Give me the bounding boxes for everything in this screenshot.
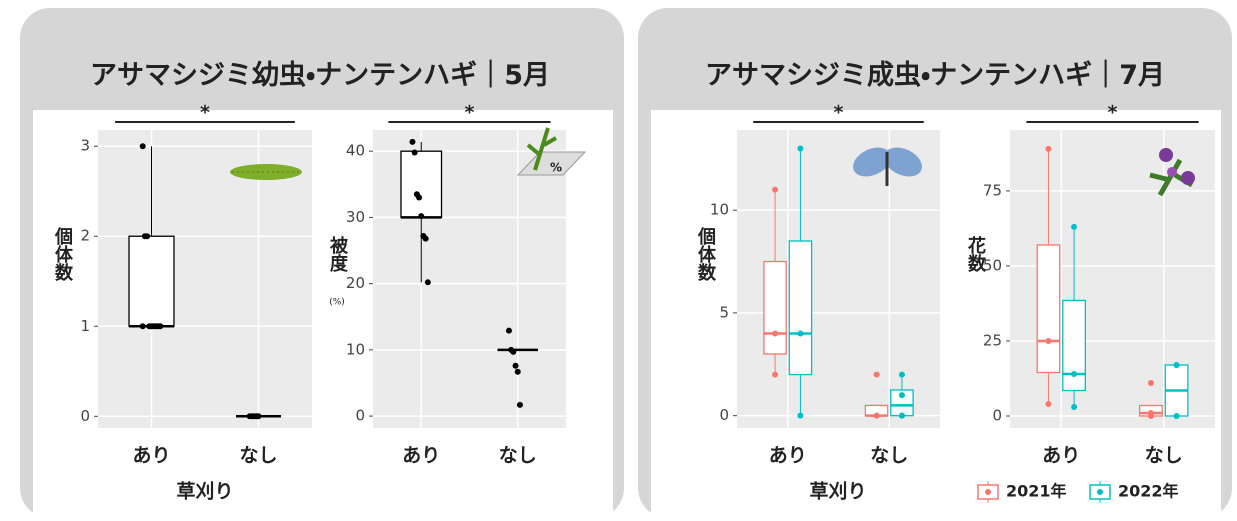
x-tick-label: あり [402, 445, 440, 467]
x-tick-label: なし [870, 445, 908, 467]
y-tick-label: 0 [992, 406, 1002, 424]
x-tick-label: なし [239, 445, 277, 467]
data-point [139, 323, 146, 330]
data-point [797, 412, 804, 419]
butterfly-icon [853, 147, 922, 186]
box [1062, 299, 1086, 392]
data-point [1071, 223, 1078, 230]
data-point [772, 186, 779, 193]
data-point [1071, 370, 1078, 377]
y-tick-label: 10 [710, 201, 729, 219]
y-tick-label: 25 [983, 331, 1002, 349]
y-tick-label: 10 [346, 340, 365, 358]
data-point [418, 213, 425, 220]
data-point [797, 330, 804, 337]
data-point [898, 412, 905, 419]
significance-label: * [200, 102, 210, 124]
x-tick-label: なし [1145, 445, 1183, 467]
y-tick-label: 5 [719, 303, 729, 321]
data-point [514, 368, 521, 375]
panel-title-main: アサマシジミ幼虫・ナンテンハギ｜ [90, 59, 504, 91]
caterpillar-icon [230, 164, 302, 180]
y-tick-label: 0 [719, 406, 729, 424]
y-tick-label: 50 [983, 256, 1002, 274]
legend-label: 2021年 [1006, 482, 1067, 501]
y-tick-label: 0 [355, 407, 365, 425]
box [400, 150, 443, 219]
panel-title-main: アサマシジミ成虫・ナンテンハギ｜ [705, 59, 1119, 91]
panel-month: 5月 [504, 60, 550, 91]
panel-title: アサマシジミ成虫・ナンテンハギ｜7月 [705, 59, 1165, 91]
data-point [1173, 412, 1180, 419]
svg-text:%: % [550, 161, 562, 175]
data-point [1173, 361, 1180, 368]
data-point [505, 327, 512, 334]
significance-label: * [1108, 102, 1118, 124]
x-axis-label: 草刈り [809, 480, 866, 503]
y-tick-label: 40 [346, 142, 365, 160]
data-point [512, 362, 519, 369]
x-tick-label: あり [1042, 445, 1080, 467]
data-point [898, 392, 905, 399]
data-point [772, 371, 779, 378]
data-point [1147, 379, 1154, 386]
y-axis-label: 花数 [965, 235, 987, 273]
data-point [873, 371, 880, 378]
y-axis-label: 被度 [327, 235, 349, 273]
data-point [411, 149, 418, 156]
y-tick-label: 1 [80, 317, 90, 335]
data-point [1045, 400, 1052, 407]
significance-label: * [465, 102, 475, 124]
y-axis-unit: (%) [329, 298, 345, 308]
significance-label: * [834, 102, 844, 124]
data-point [516, 401, 523, 408]
panel-month: 7月 [1119, 60, 1165, 91]
plant-icon: % [516, 127, 587, 176]
flower-icon [1149, 148, 1195, 197]
data-point [1045, 337, 1052, 344]
x-tick-label: あり [132, 445, 170, 467]
box [128, 235, 175, 327]
data-point [424, 279, 431, 286]
data-point [422, 235, 429, 242]
y-axis-label: 個体数 [52, 227, 74, 282]
x-tick-label: なし [499, 445, 537, 467]
legend-point [985, 489, 991, 495]
legend-point [1097, 489, 1103, 495]
data-point [1045, 145, 1052, 152]
y-tick-label: 30 [346, 208, 365, 226]
data-point [772, 330, 779, 337]
y-tick-label: 20 [346, 274, 365, 292]
data-point [157, 323, 164, 330]
box [763, 260, 787, 355]
y-tick-label: 2 [80, 227, 90, 245]
y-tick-label: 0 [80, 407, 90, 425]
x-axis-label: 草刈り [176, 480, 233, 503]
data-point [409, 138, 416, 145]
legend-label: 2022年 [1118, 482, 1179, 501]
data-point [144, 233, 151, 240]
data-point [139, 143, 146, 150]
data-point [1071, 403, 1078, 410]
data-point [416, 194, 423, 201]
box [788, 240, 813, 376]
box [1036, 244, 1061, 374]
data-point [1147, 412, 1154, 419]
x-tick-label: あり [769, 445, 807, 467]
data-point [255, 413, 262, 420]
panel-title: アサマシジミ幼虫・ナンテンハギ｜5月 [90, 59, 550, 91]
y-tick-label: 75 [983, 181, 1002, 199]
data-point [510, 348, 517, 355]
y-axis-label: 個体数 [695, 227, 717, 282]
data-point [873, 412, 880, 419]
data-point [797, 145, 804, 152]
y-tick-label: 3 [80, 137, 90, 155]
data-point [898, 371, 905, 378]
